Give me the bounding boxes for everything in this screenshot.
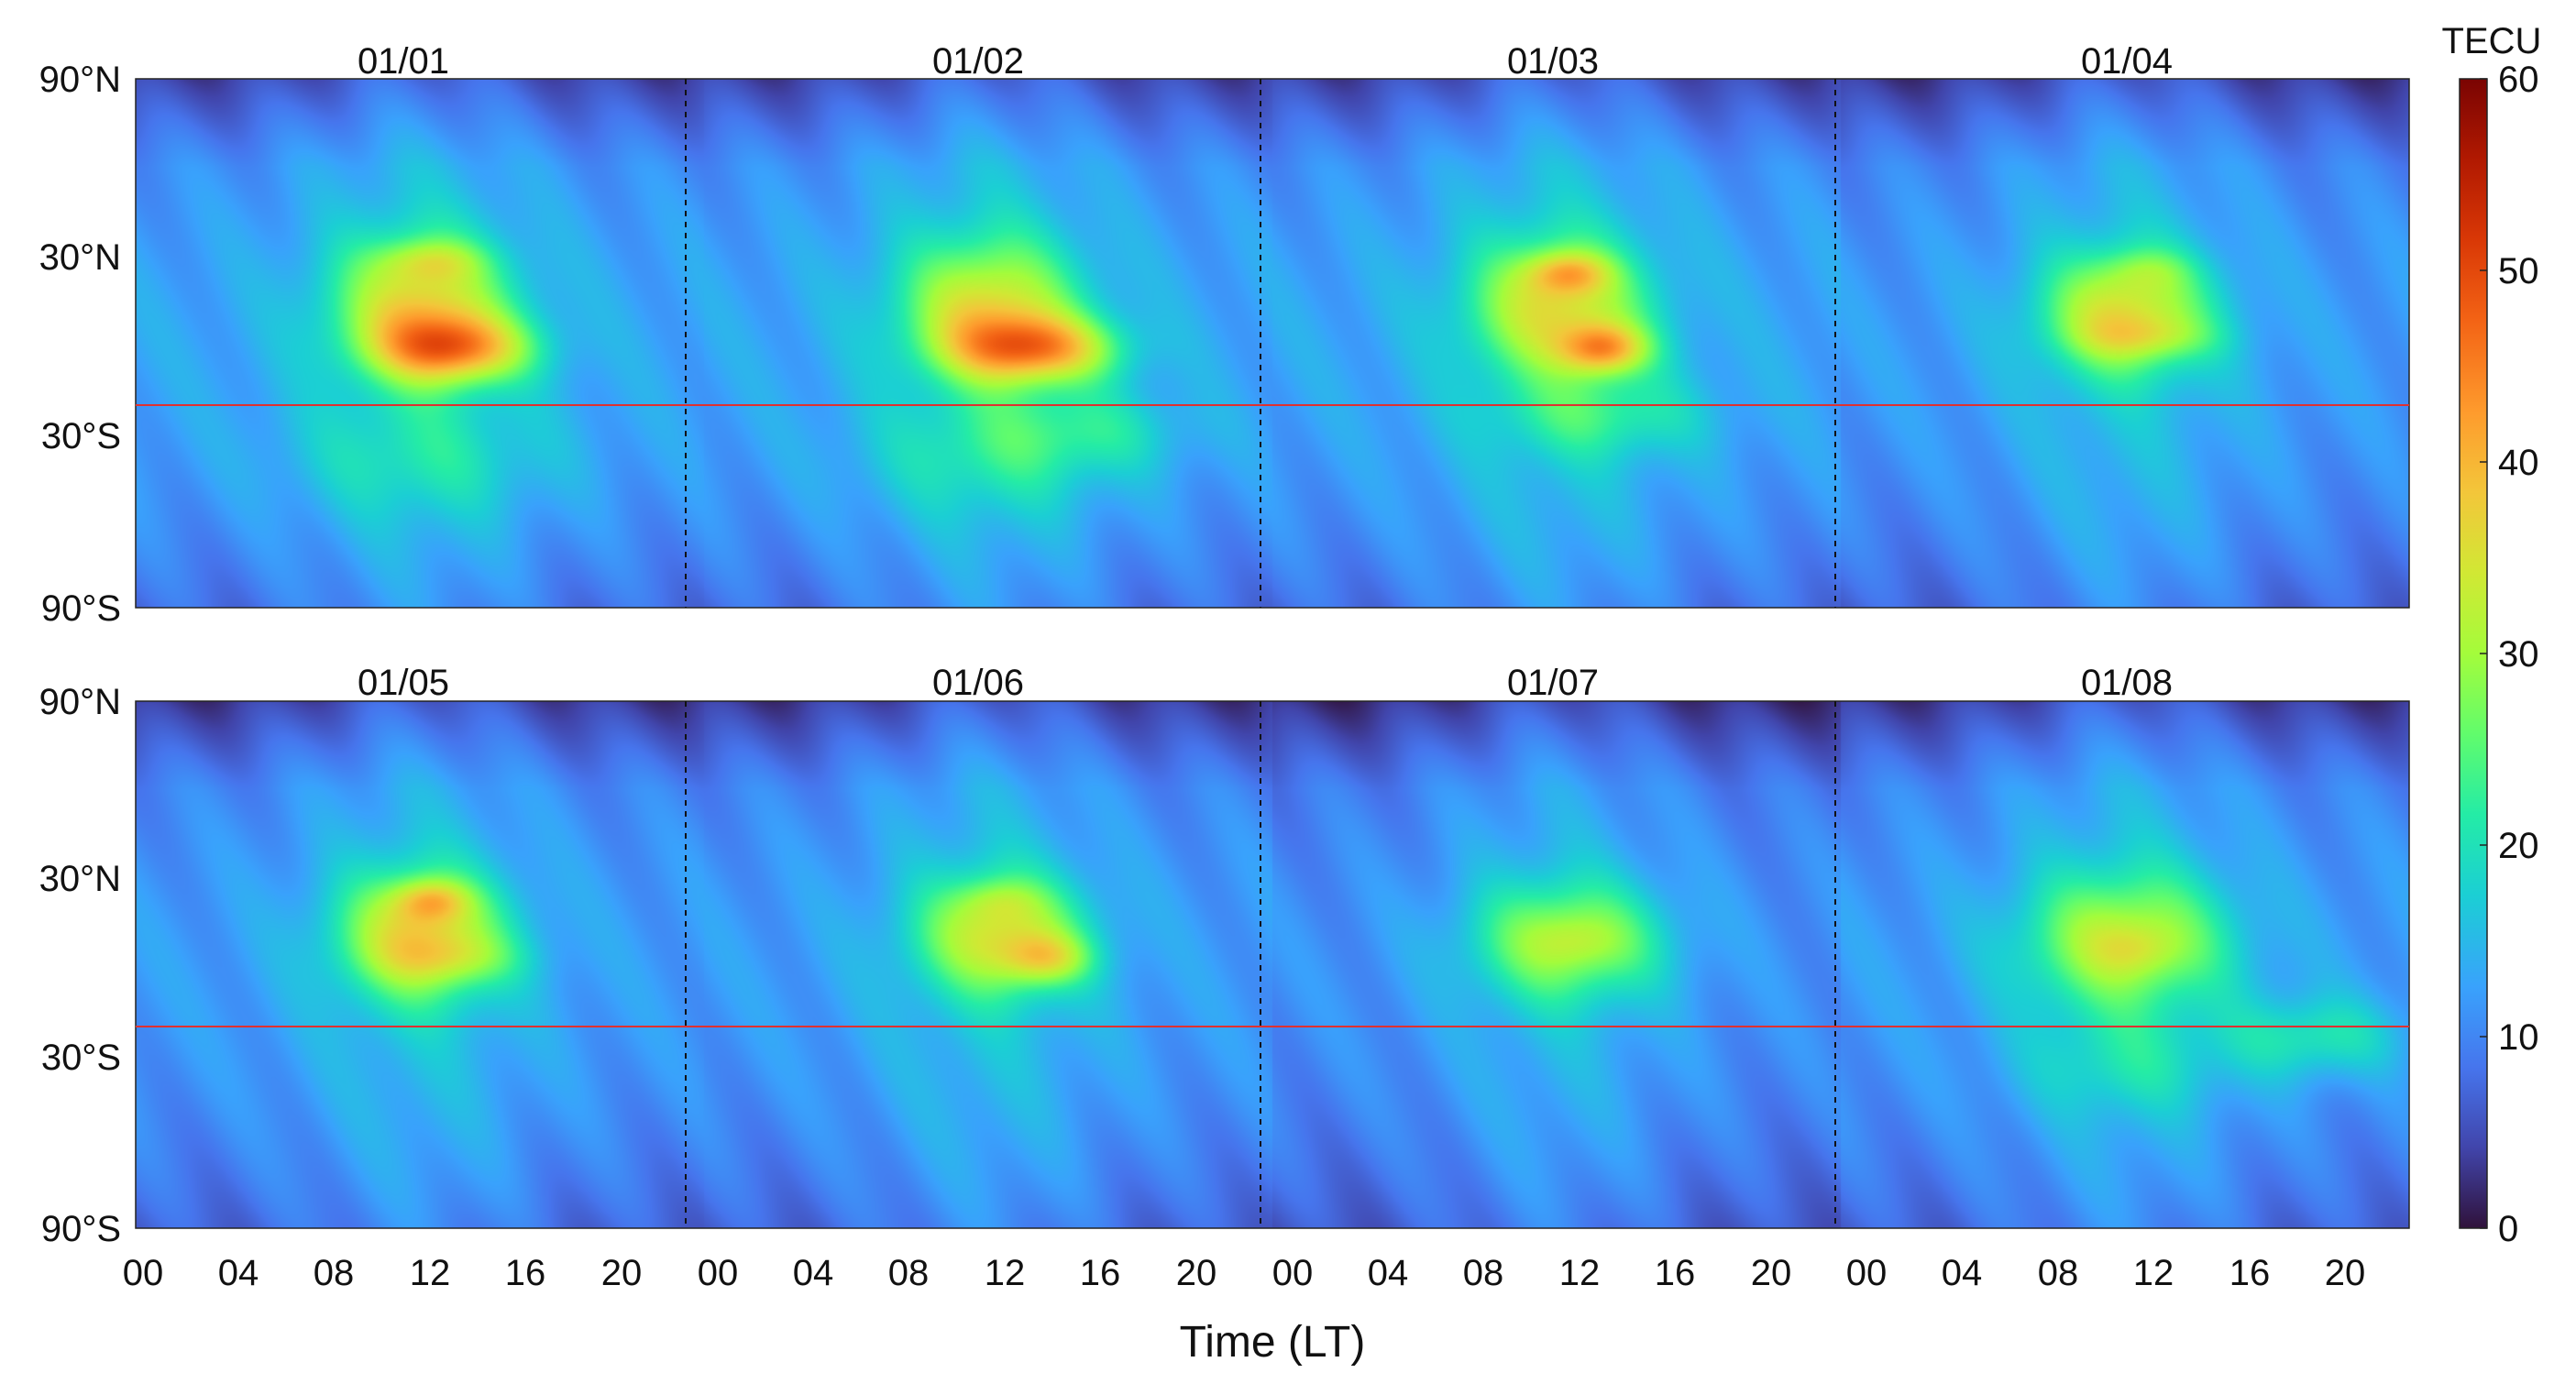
x-tick-label: 16	[1655, 1253, 1696, 1293]
colorbar-tick-label: 50	[2498, 251, 2539, 291]
x-tick-label: 04	[1368, 1253, 1409, 1293]
x-tick-label: 20	[1751, 1253, 1792, 1293]
x-tick-label: 04	[218, 1253, 259, 1293]
y-tick-label: 30°N	[39, 237, 121, 278]
panel-label: 01/04	[2081, 41, 2173, 82]
panel-row-bottom: 01/05 01/06 01/07 01/08 90°N 30°N 30°S 9…	[39, 663, 2410, 1249]
colorbar-tick-label: 10	[2498, 1017, 2539, 1058]
colorbar-ticks: 0 10 20 30 40 50 60	[2480, 60, 2539, 1249]
colorbar-tick-label: 30	[2498, 634, 2539, 675]
x-tick-label: 20	[601, 1253, 643, 1293]
x-tick-label: 16	[505, 1253, 546, 1293]
x-tick-label: 00	[698, 1253, 739, 1293]
x-tick-label: 20	[2325, 1253, 2366, 1293]
panel-bottom-frame	[135, 700, 2410, 1229]
heatmap-top	[136, 79, 2409, 608]
x-tick-label: 08	[314, 1253, 355, 1293]
colorbar-tick-label: 40	[2498, 443, 2539, 483]
x-tick-label: 04	[793, 1253, 834, 1293]
panel-label: 01/02	[932, 41, 1024, 82]
y-tick-label: 30°S	[41, 416, 121, 456]
y-tick-label: 90°N	[39, 60, 121, 100]
panel-label: 01/05	[358, 663, 449, 703]
panel-label: 01/01	[358, 41, 449, 82]
panel-label: 01/06	[932, 663, 1024, 703]
x-tick-label: 00	[1272, 1253, 1314, 1293]
x-tick-label: 08	[2038, 1253, 2079, 1293]
y-tick-label: 30°S	[41, 1038, 121, 1078]
x-axis-title: Time (LT)	[1180, 1318, 1366, 1367]
colorbar-tick-label: 20	[2498, 826, 2539, 866]
panel-label: 01/08	[2081, 663, 2173, 703]
colorbar-label: TECU	[2442, 21, 2542, 61]
x-tick-label: 08	[888, 1253, 930, 1293]
x-tick-label: 12	[985, 1253, 1026, 1293]
x-tick-label: 00	[123, 1253, 164, 1293]
x-tick-label: 12	[1559, 1253, 1601, 1293]
panel-top-frame	[135, 78, 2410, 609]
panel-label: 01/03	[1507, 41, 1599, 82]
panel-row-top: 01/01 01/02 01/03 01/04 90°N 30°N 30°S 9…	[39, 41, 2410, 629]
colorbar: TECU 0 10 20 30 40 50 60	[2442, 21, 2542, 1249]
x-tick-label: 16	[1080, 1253, 1121, 1293]
x-tick-label: 00	[1846, 1253, 1888, 1293]
x-tick-label: 20	[1176, 1253, 1217, 1293]
y-tick-label: 90°S	[41, 1209, 121, 1249]
panel-label: 01/07	[1507, 663, 1599, 703]
x-tick-label: 08	[1463, 1253, 1504, 1293]
colorbar-tick-label: 0	[2498, 1209, 2518, 1249]
x-tick-label: 12	[2133, 1253, 2174, 1293]
x-tick-label: 04	[1942, 1253, 1983, 1293]
x-tick-label: 16	[2229, 1253, 2271, 1293]
y-tick-label: 90°S	[41, 588, 121, 629]
colorbar-tick-label: 60	[2498, 60, 2539, 100]
x-axis: 00 04 08 12 16 20 00 04 08 12 16 20 00 0…	[123, 1253, 2366, 1367]
heatmap-bottom	[136, 701, 2409, 1228]
y-tick-label: 90°N	[39, 682, 121, 722]
x-tick-label: 12	[410, 1253, 451, 1293]
y-tick-label: 30°N	[39, 859, 121, 899]
